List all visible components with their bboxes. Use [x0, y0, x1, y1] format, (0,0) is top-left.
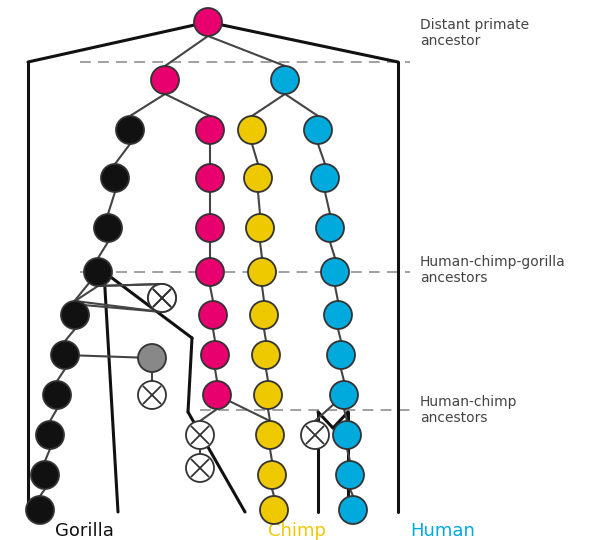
Circle shape	[248, 258, 276, 286]
Circle shape	[26, 496, 54, 524]
Circle shape	[36, 421, 64, 449]
Text: Chimp: Chimp	[268, 522, 326, 540]
Circle shape	[244, 164, 272, 192]
Text: Human-chimp-gorilla
ancestors: Human-chimp-gorilla ancestors	[420, 255, 566, 285]
Circle shape	[196, 164, 224, 192]
Circle shape	[84, 258, 112, 286]
Circle shape	[327, 341, 355, 369]
Circle shape	[336, 461, 364, 489]
Circle shape	[196, 258, 224, 286]
Circle shape	[61, 301, 89, 329]
Circle shape	[201, 341, 229, 369]
Circle shape	[339, 496, 367, 524]
Circle shape	[254, 381, 282, 409]
Circle shape	[148, 284, 176, 312]
Circle shape	[330, 381, 358, 409]
Circle shape	[321, 258, 349, 286]
Circle shape	[324, 301, 352, 329]
Circle shape	[151, 66, 179, 94]
Circle shape	[301, 421, 329, 449]
Circle shape	[51, 341, 79, 369]
Circle shape	[43, 381, 71, 409]
Circle shape	[194, 8, 222, 36]
Circle shape	[31, 461, 59, 489]
Circle shape	[199, 301, 227, 329]
Circle shape	[186, 421, 214, 449]
Circle shape	[138, 381, 166, 409]
Circle shape	[258, 461, 286, 489]
Circle shape	[271, 66, 299, 94]
Circle shape	[250, 301, 278, 329]
Text: Distant primate
ancestor: Distant primate ancestor	[420, 18, 529, 48]
Text: Gorilla: Gorilla	[55, 522, 114, 540]
Text: Human-chimp
ancestors: Human-chimp ancestors	[420, 395, 517, 425]
Circle shape	[333, 421, 361, 449]
Circle shape	[316, 214, 344, 242]
Circle shape	[116, 116, 144, 144]
Circle shape	[311, 164, 339, 192]
Text: Human: Human	[410, 522, 475, 540]
Circle shape	[260, 496, 288, 524]
Circle shape	[148, 284, 176, 312]
Circle shape	[196, 116, 224, 144]
Circle shape	[101, 164, 129, 192]
Circle shape	[196, 214, 224, 242]
Circle shape	[138, 344, 166, 372]
Circle shape	[186, 454, 214, 482]
Circle shape	[203, 381, 231, 409]
Circle shape	[304, 116, 332, 144]
Circle shape	[246, 214, 274, 242]
Circle shape	[252, 341, 280, 369]
Circle shape	[238, 116, 266, 144]
Circle shape	[94, 214, 122, 242]
Circle shape	[256, 421, 284, 449]
